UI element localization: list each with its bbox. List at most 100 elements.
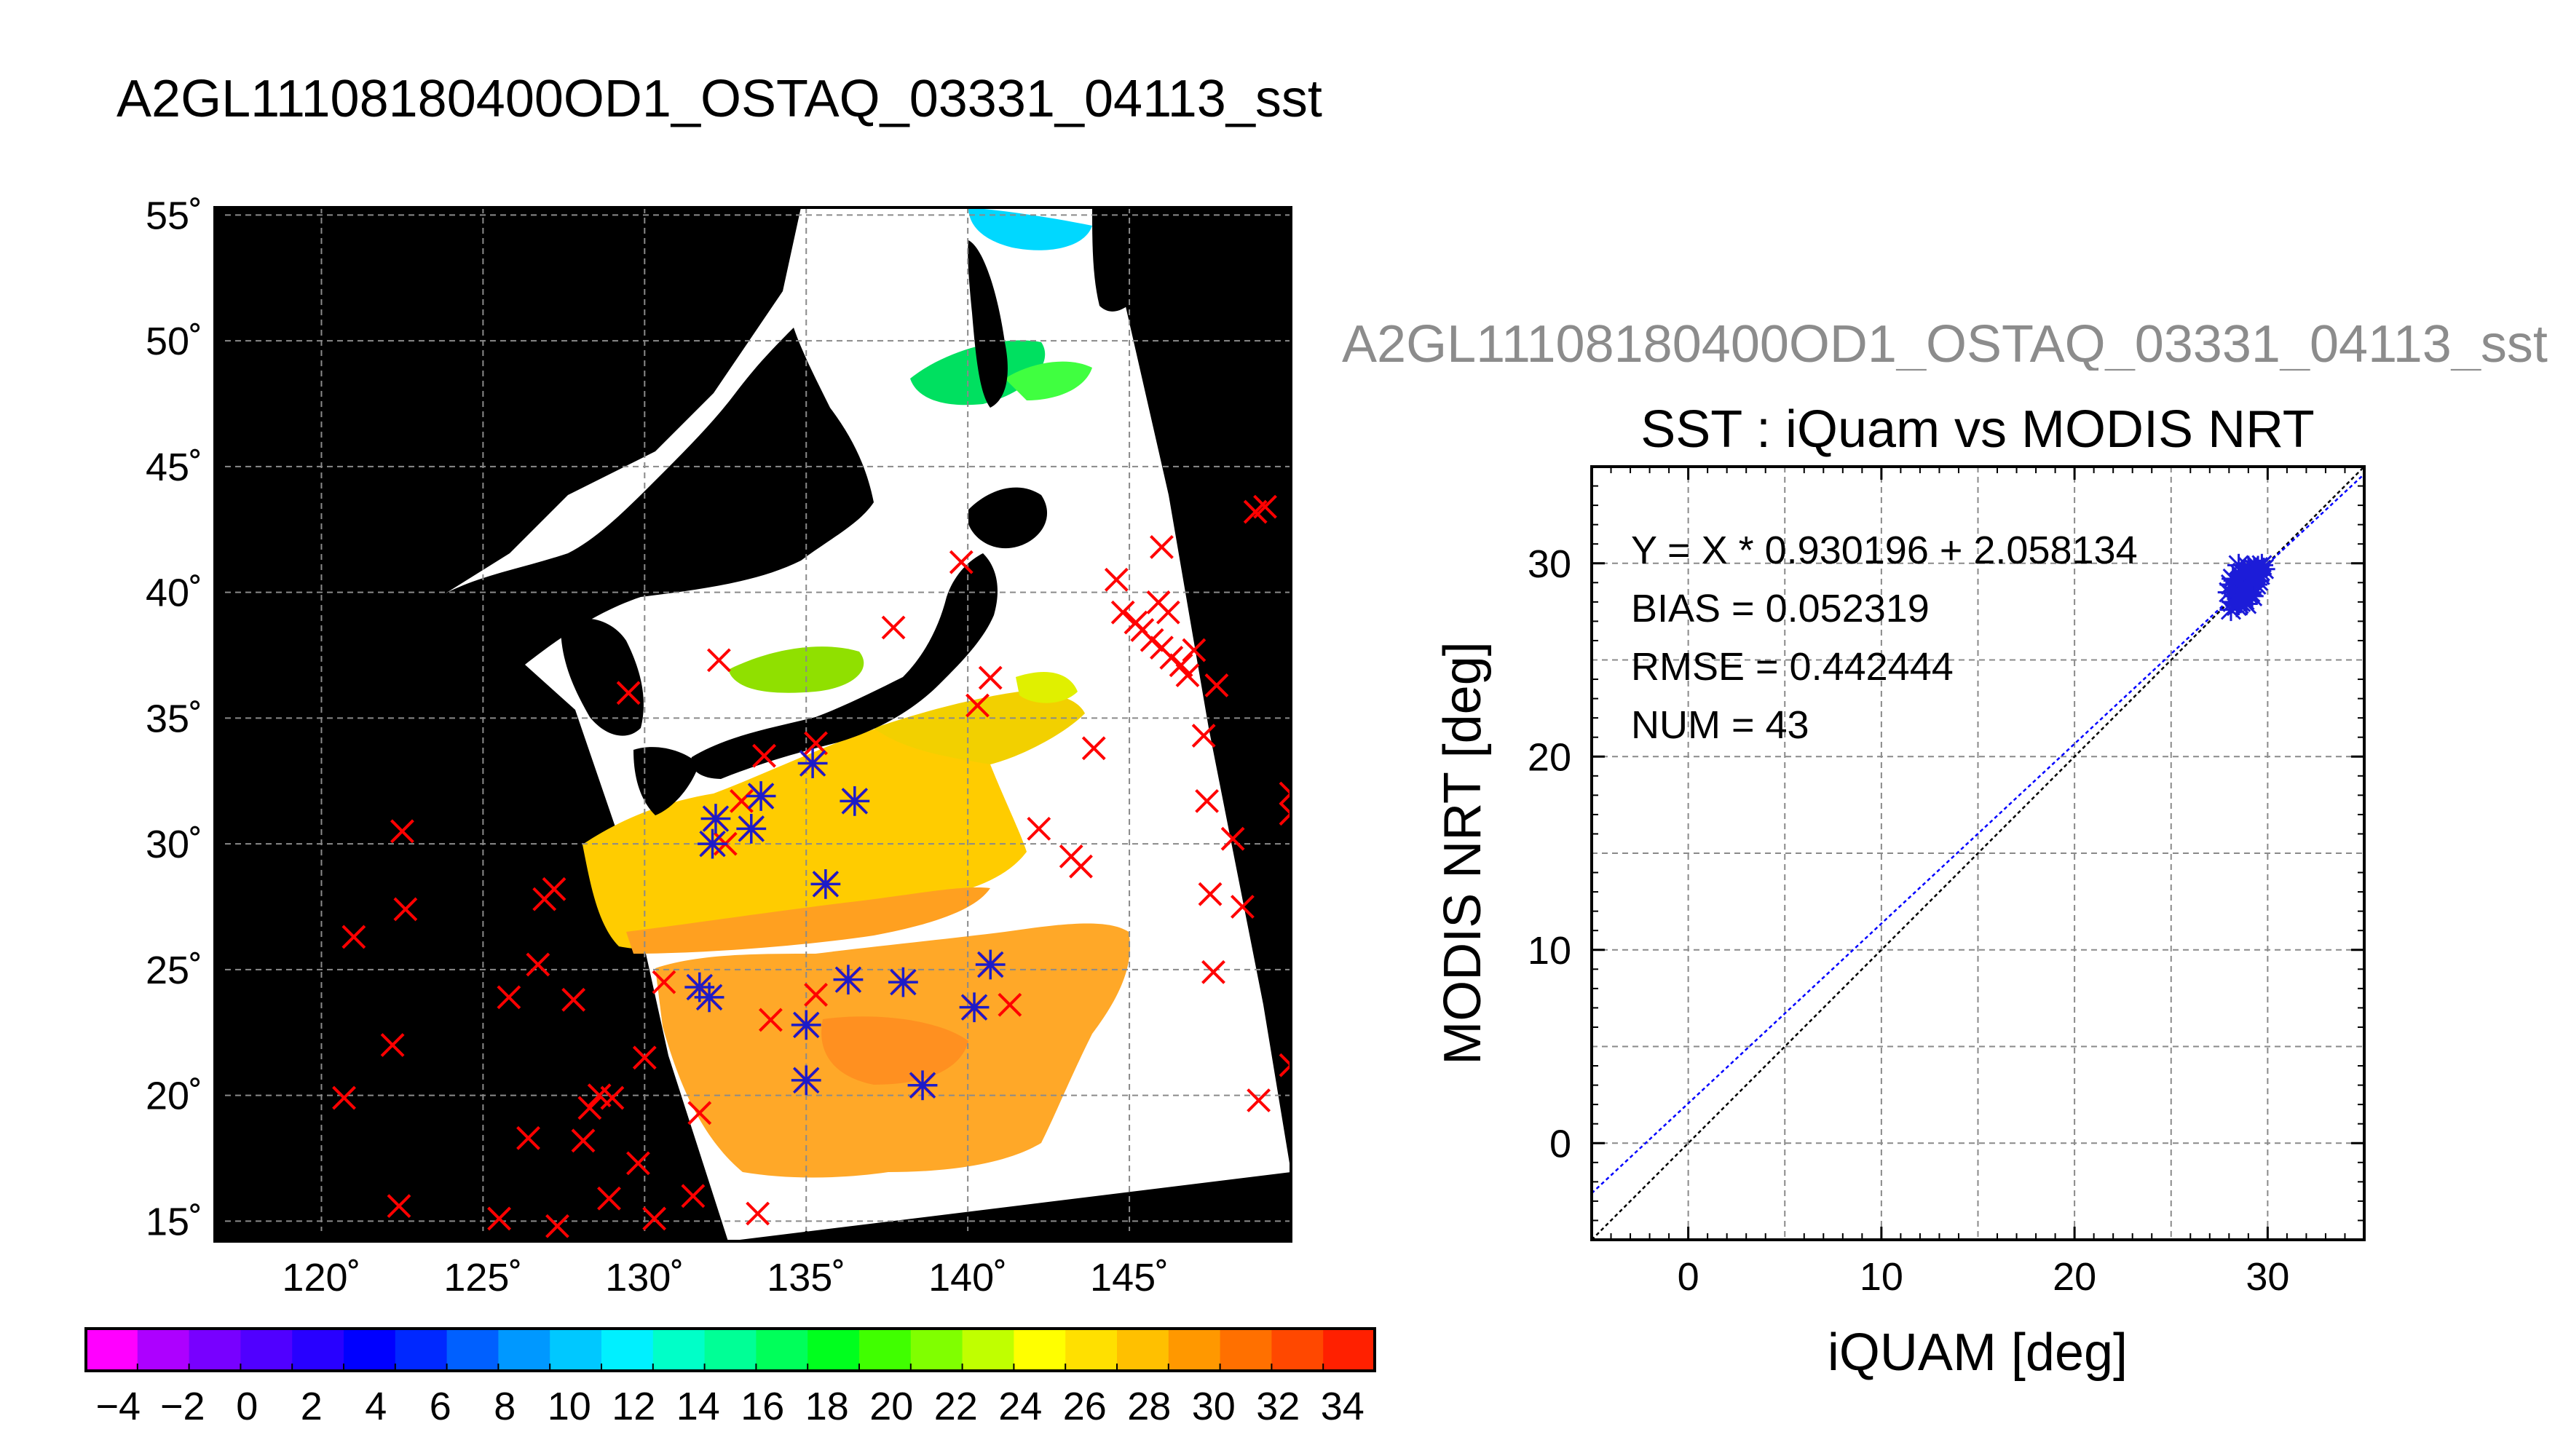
scatter-y-tick-label: 30 <box>1528 542 1571 586</box>
colorbar-label: 32 <box>1256 1385 1300 1428</box>
map-marker-red-x <box>545 1214 569 1238</box>
map-marker-red-x <box>526 952 550 977</box>
sst-region-kuroshio <box>626 887 990 954</box>
map-marker-blue-star <box>698 828 727 859</box>
sst-region-east-yellow <box>1016 671 1078 703</box>
colorbar-segment <box>1323 1329 1375 1371</box>
map-marker-red-x <box>1279 1053 1291 1077</box>
colorbar-label: 30 <box>1192 1385 1236 1428</box>
map-marker-red-x <box>1156 600 1180 625</box>
colorbar-segment <box>652 1329 706 1371</box>
colorbar-label: 8 <box>494 1385 516 1428</box>
map-marker-blue-star <box>797 748 828 778</box>
colorbar-label: 6 <box>430 1385 451 1428</box>
sst-region-japan-sea <box>728 646 864 693</box>
map-marker-red-x <box>380 1033 405 1057</box>
map-marker-red-x <box>516 1125 540 1150</box>
map-marker-red-x <box>577 1096 602 1120</box>
colorbar-label: 0 <box>236 1385 258 1428</box>
map-marker-red-x <box>881 615 906 640</box>
colorbar-label: −4 <box>95 1385 141 1428</box>
map-y-tick-label: 15˚ <box>146 1200 202 1243</box>
colorbar-label: 24 <box>998 1385 1042 1428</box>
main-title: A2GL11108180400OD1_OSTAQ_03331_04113_sst <box>117 70 1322 128</box>
map-marker-blue-star <box>791 1065 821 1096</box>
scatter-header-title: A2GL11108180400OD1_OSTAQ_03331_04113_sst <box>1342 318 2548 371</box>
colorbar-frame <box>84 1327 1376 1372</box>
map-marker-red-x <box>626 1151 650 1176</box>
colorbar-segment <box>292 1329 344 1371</box>
map-marker-red-x <box>1175 663 1200 688</box>
map-markers <box>332 494 1291 1238</box>
map-x-tick-label: 130˚ <box>605 1256 684 1299</box>
colorbar-segment <box>86 1329 138 1371</box>
map-y-tick-label: 20˚ <box>146 1075 202 1118</box>
colorbar-segment <box>1271 1329 1324 1371</box>
map-marker-red-x <box>978 665 1003 690</box>
sst-region-south-patch <box>821 1016 968 1085</box>
scatter-x-tick-label: 10 <box>1860 1255 1903 1299</box>
scatter-x-label: iQUAM [deg] <box>1828 1324 2128 1382</box>
map-marker-blue-star <box>810 869 841 899</box>
colorbar-segment <box>344 1329 396 1371</box>
colorbar-segment <box>498 1329 550 1371</box>
colorbar-label: 18 <box>805 1385 849 1428</box>
map-y-tick-label: 55˚ <box>146 194 202 237</box>
map-marker-blue-star <box>736 813 767 844</box>
map-marker-red-x <box>487 1206 511 1231</box>
colorbar-segment <box>137 1329 190 1371</box>
map-x-tick-label: 125˚ <box>443 1256 522 1299</box>
map-marker-red-x <box>949 550 974 574</box>
map-marker-blue-star <box>700 804 731 834</box>
map-marker-blue-star <box>840 786 870 816</box>
scatter-x-tick-label: 20 <box>2053 1255 2096 1299</box>
map-marker-red-x <box>1247 1088 1271 1112</box>
map-marker-red-x <box>746 1201 770 1226</box>
map-marker-red-x <box>341 925 366 949</box>
colorbar-segment <box>601 1329 654 1371</box>
scatter-stats: Y = X * 0.930196 + 2.058134 BIAS = 0.0523… <box>1631 529 2138 747</box>
map-frame <box>213 206 1292 1243</box>
map-marker-red-x <box>1279 802 1291 826</box>
map-marker-red-x <box>1081 736 1106 761</box>
map-marker-red-x <box>965 693 990 718</box>
scatter-frame <box>1590 465 2366 1241</box>
map-marker-red-x <box>1110 600 1135 625</box>
scatter-point <box>2227 592 2251 616</box>
sst-map: 120˚ 125˚ 130˚ 135˚ 140˚ 145˚ 15˚ 20˚ 25˚ 30˚ 35˚ 4… <box>146 194 1292 1299</box>
map-marker-blue-star <box>975 949 1006 980</box>
colorbar-label: 14 <box>676 1385 720 1428</box>
colorbar-segment <box>395 1329 448 1371</box>
map-y-tick-label: 25˚ <box>146 949 202 992</box>
scatter-points <box>2217 553 2275 622</box>
colorbar-label: 10 <box>548 1385 591 1428</box>
map-marker-red-x <box>1150 535 1174 559</box>
map-marker-blue-star <box>746 781 776 811</box>
map-marker-red-x <box>1182 638 1207 662</box>
map-x-tick-label: 140˚ <box>928 1256 1007 1299</box>
map-marker-red-x <box>561 987 586 1012</box>
map-x-tick-label: 145˚ <box>1090 1256 1169 1299</box>
colorbar-segment <box>859 1329 912 1371</box>
map-y-tick-label: 50˚ <box>146 320 202 363</box>
scatter-y-tick-label: 0 <box>1549 1122 1571 1166</box>
map-marker-red-x <box>652 970 676 994</box>
colorbar-label: 2 <box>301 1385 323 1428</box>
land-asia-mainland <box>446 328 874 677</box>
land-sakhalin <box>968 240 1008 408</box>
map-marker-red-x <box>393 897 418 922</box>
sst-region-north-green <box>1005 361 1092 400</box>
colorbar-label: 16 <box>741 1385 784 1428</box>
map-marker-red-x <box>1279 781 1291 806</box>
map-marker-red-x <box>804 731 828 756</box>
map-marker-red-x <box>1104 567 1129 592</box>
map-marker-red-x <box>681 1184 706 1208</box>
colorbar-segment <box>1117 1329 1169 1371</box>
land-honshu <box>691 553 998 779</box>
map-marker-red-x <box>332 1085 356 1110</box>
colorbar-segment <box>1220 1329 1272 1371</box>
scatter-axis-ticks: 0 10 20 30 0 10 20 30 <box>1528 467 2364 1299</box>
map-marker-red-x <box>571 1128 596 1153</box>
colorbar-label: 26 <box>1063 1385 1107 1428</box>
colorbar-segment <box>756 1329 808 1371</box>
